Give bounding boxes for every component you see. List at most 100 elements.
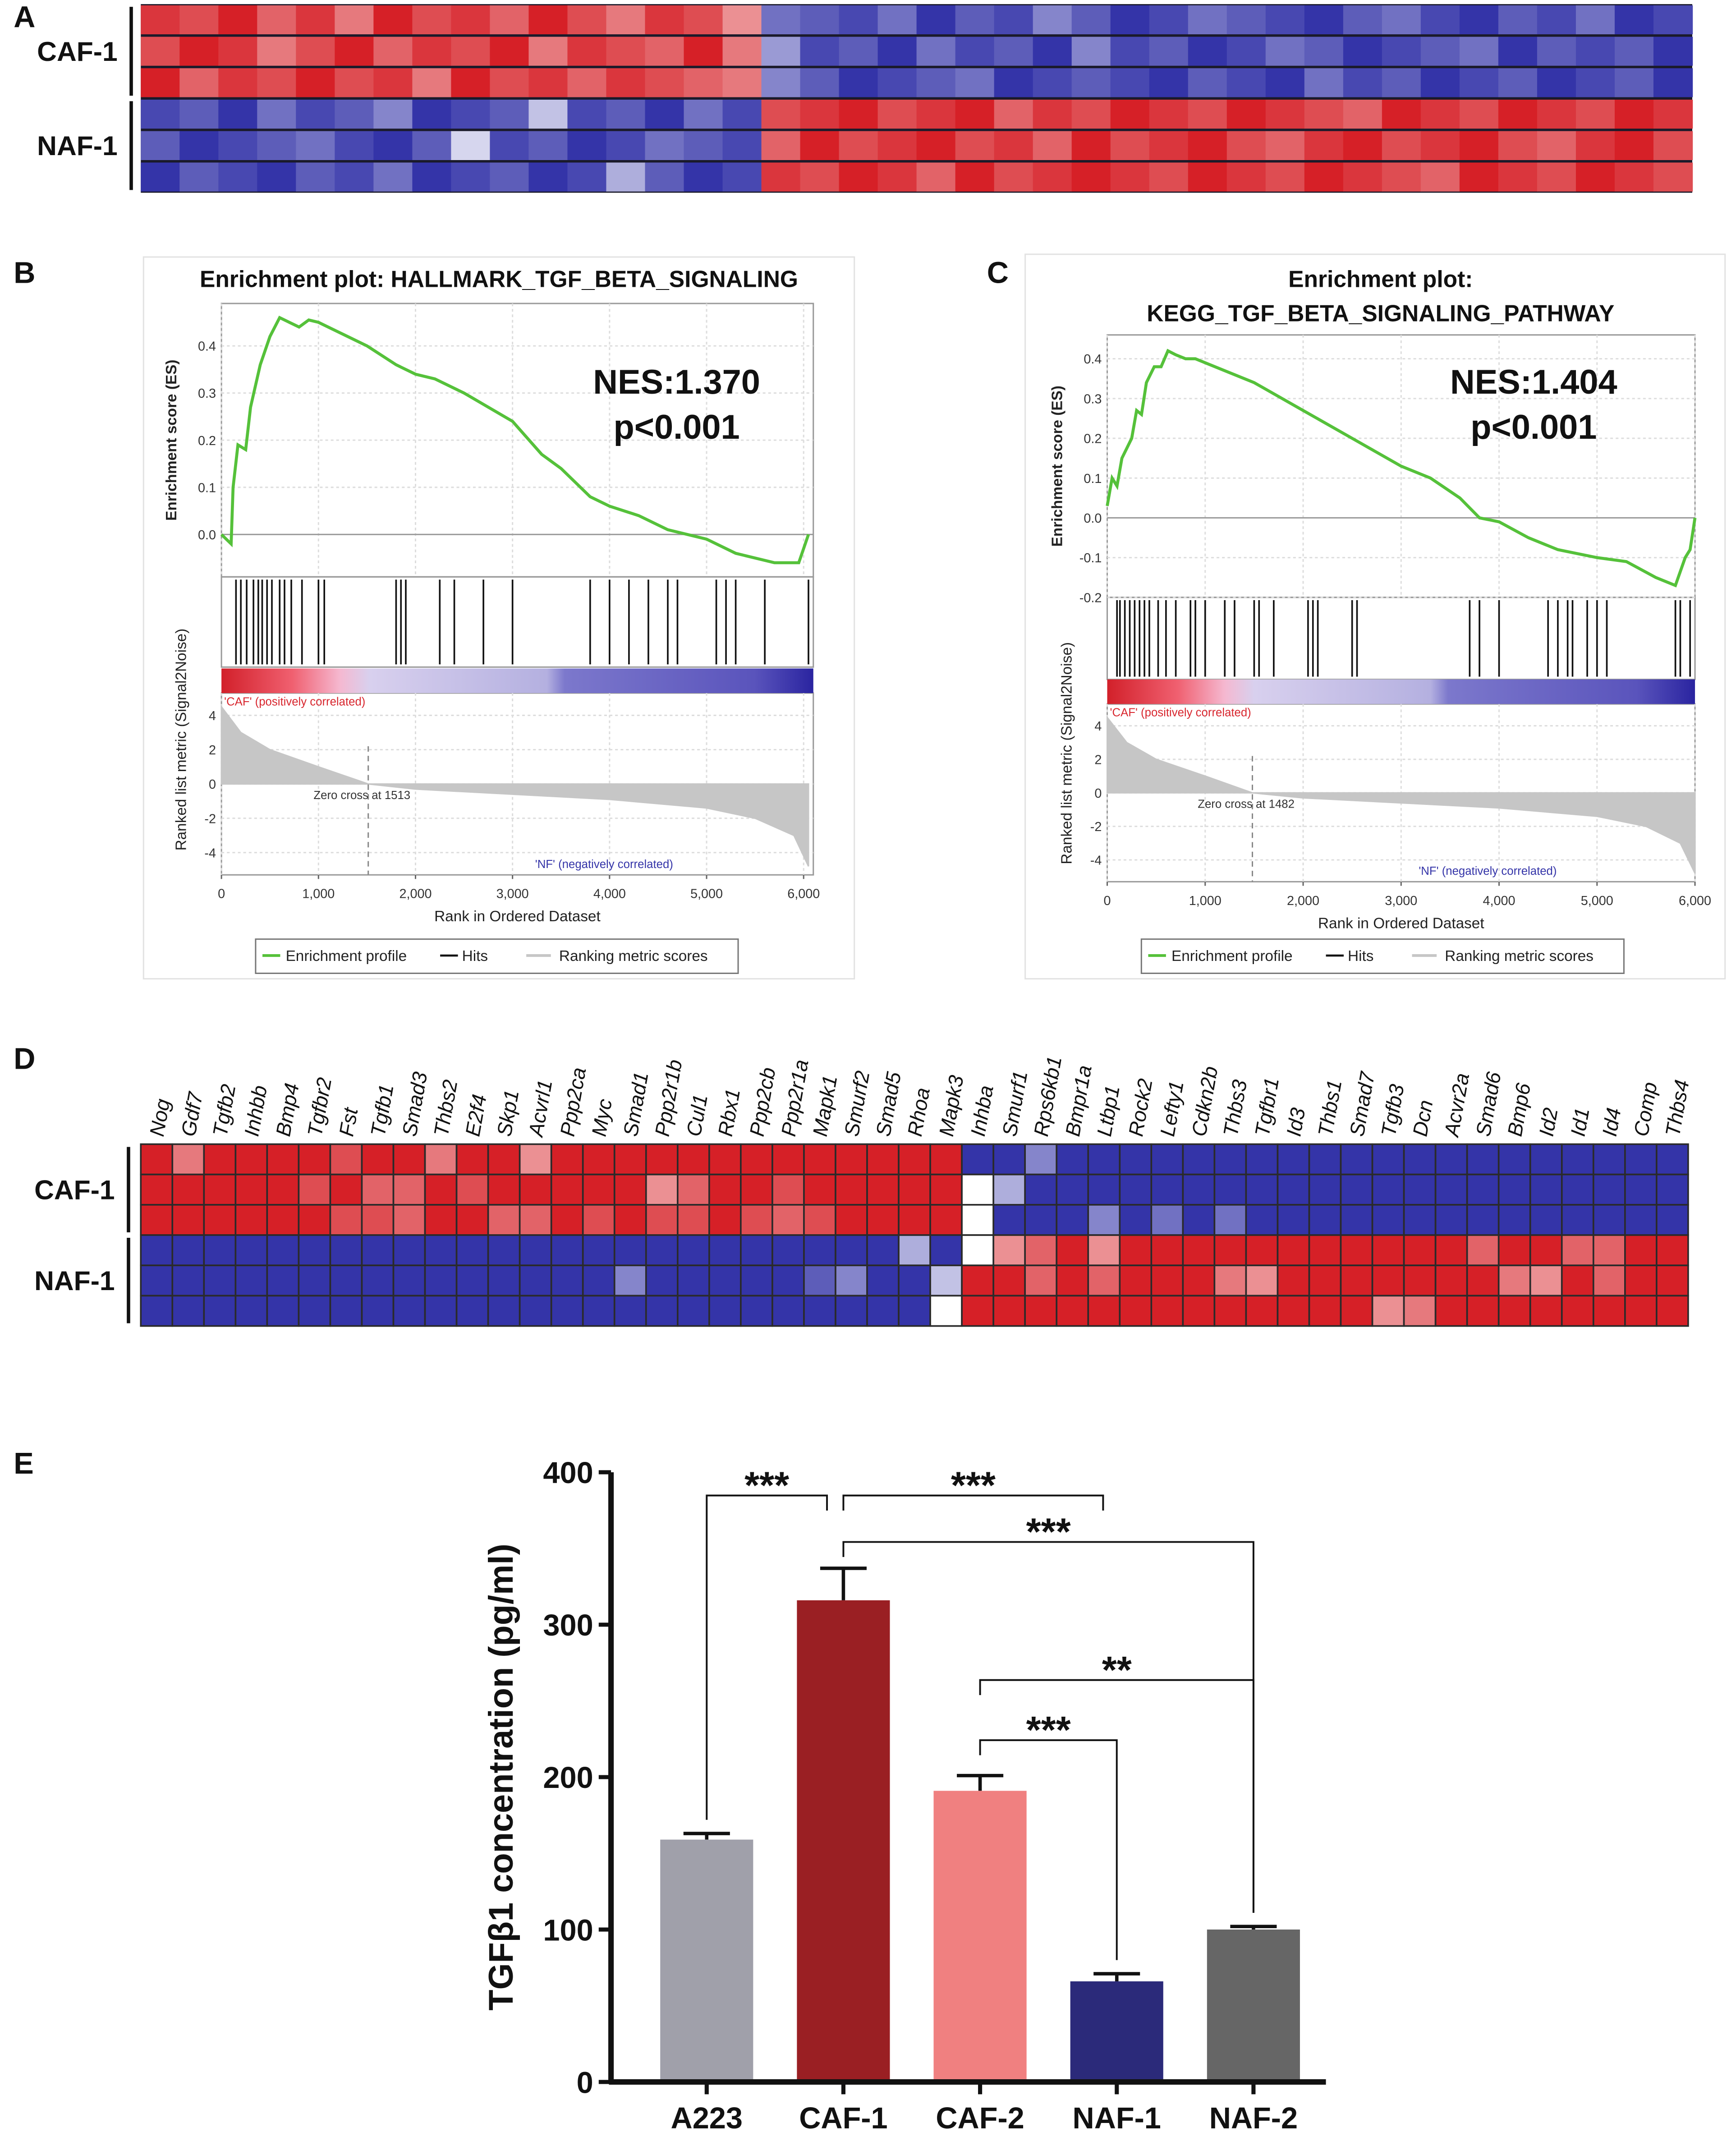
heatmap-cell <box>1110 162 1150 192</box>
heatmap-cell <box>424 1204 458 1236</box>
heatmap-cell <box>1340 1173 1373 1206</box>
heatmap-cell <box>140 1173 174 1206</box>
heatmap-cell <box>1304 162 1344 192</box>
heatmap-cell <box>955 162 995 192</box>
heatmap-cell <box>451 99 491 129</box>
heatmap-cell <box>722 162 762 192</box>
heatmap-cell <box>424 1173 458 1206</box>
heatmap-cell <box>1343 162 1383 192</box>
heatmap-cell <box>835 1264 868 1297</box>
significance-label: *** <box>951 1464 996 1507</box>
heatmap-cell <box>567 68 607 97</box>
heatmap-cell <box>1434 1173 1468 1206</box>
heatmap-cell <box>606 162 646 192</box>
heatmap-cell <box>296 162 335 192</box>
heatmap-cell <box>1119 1234 1153 1267</box>
heatmap-cell <box>740 1295 773 1327</box>
heatmap-cell <box>1245 1204 1279 1236</box>
heatmap-cell <box>645 1295 679 1327</box>
heatmap-cell <box>877 37 917 66</box>
heatmap-cell <box>645 37 684 66</box>
heatmap-cell <box>1226 37 1266 66</box>
metric-tick-label: 4 <box>1094 719 1102 734</box>
metric-tick-label: 4 <box>209 709 216 723</box>
heatmap-cell <box>361 1295 395 1327</box>
heatmap-cell <box>961 1295 994 1327</box>
metric-axis-label: Ranked list metric (Signal2Noise) <box>1059 642 1075 864</box>
heatmap-cell <box>1245 1295 1279 1327</box>
heatmap-cell <box>1149 162 1189 192</box>
heatmap-cell <box>800 131 840 160</box>
heatmap-cell <box>1245 1234 1279 1267</box>
column-label: Id2 <box>1535 1106 1562 1138</box>
heatmap-cell <box>898 1143 931 1176</box>
heatmap-cell <box>298 1264 331 1297</box>
heatmap-cell <box>451 162 491 192</box>
heatmap-cell <box>835 1173 868 1206</box>
heatmap-cell <box>1245 1173 1279 1206</box>
heatmap-cell <box>929 1204 963 1236</box>
heatmap-cell <box>1213 1234 1247 1267</box>
heatmap-cell <box>1226 5 1266 35</box>
legend-label: Ranking metric scores <box>1445 948 1594 965</box>
heatmap-cell <box>519 1204 552 1236</box>
heatmap-cell <box>1245 1264 1279 1297</box>
heatmap-cell <box>606 37 646 66</box>
heatmap-cell <box>412 5 452 35</box>
heatmap-cell <box>835 1295 868 1327</box>
heatmap-cell <box>1277 1295 1310 1327</box>
heatmap-cell <box>412 99 452 129</box>
heatmap-cell <box>567 37 607 66</box>
heatmap-cell <box>140 1143 174 1176</box>
heatmap-cell <box>1371 1143 1405 1176</box>
heatmap-cell <box>992 1234 1026 1267</box>
heatmap-cell <box>1459 5 1499 35</box>
heatmap-cell <box>645 1173 679 1206</box>
heatmap-cell <box>722 37 762 66</box>
heatmap-cell <box>722 99 762 129</box>
heatmap-cell <box>373 37 413 66</box>
heatmap-cell <box>1149 131 1189 160</box>
metric-tick-label: -4 <box>1090 854 1102 868</box>
heatmap-cell <box>708 1264 742 1297</box>
heatmap-cell <box>392 1204 426 1236</box>
x-tick-label: CAF-2 <box>936 2102 1024 2135</box>
x-tick-label: 4,000 <box>1483 894 1516 908</box>
heatmap-cell <box>1529 1295 1563 1327</box>
heatmap-cell <box>218 162 258 192</box>
heatmap-cell <box>1529 1173 1563 1206</box>
heatmap-cell <box>234 1204 268 1236</box>
heatmap-cell <box>528 5 568 35</box>
enrichment-line <box>220 315 810 565</box>
heatmap-cell <box>1226 131 1266 160</box>
heatmap-cell <box>916 131 956 160</box>
heatmap-cell <box>296 131 335 160</box>
heatmap-cell <box>684 99 723 129</box>
y-tick-label: 400 <box>543 1456 593 1490</box>
heatmap-cell <box>800 162 840 192</box>
heatmap-cell <box>490 99 529 129</box>
negative-label: 'NF' (negatively correlated) <box>535 858 673 871</box>
heatmap-cell <box>929 1143 963 1176</box>
heatmap-cell <box>1277 1234 1310 1267</box>
metric-tick-label: -2 <box>204 812 216 826</box>
heatmap-cell <box>800 68 840 97</box>
heatmap-cell <box>961 1234 994 1267</box>
heatmap-cell <box>1119 1295 1153 1327</box>
heatmap-cell <box>898 1204 931 1236</box>
metric-tick-label: 0 <box>209 777 216 792</box>
heatmap-cell <box>1343 37 1383 66</box>
heatmap-cell <box>1182 1204 1216 1236</box>
heatmap-cell <box>839 99 878 129</box>
heatmap-cell <box>1382 99 1422 129</box>
heatmap-cell <box>772 1234 805 1267</box>
heatmap-cell <box>613 1143 647 1176</box>
column-label: Id4 <box>1598 1106 1626 1138</box>
heatmap-cell <box>1497 1295 1531 1327</box>
heatmap-cell <box>961 1264 994 1297</box>
heatmap-cell <box>582 1295 615 1327</box>
heatmap-cell <box>1466 1264 1500 1297</box>
heatmap-cell <box>722 131 762 160</box>
heatmap-cell <box>898 1234 931 1267</box>
heatmap-cell <box>1343 131 1383 160</box>
